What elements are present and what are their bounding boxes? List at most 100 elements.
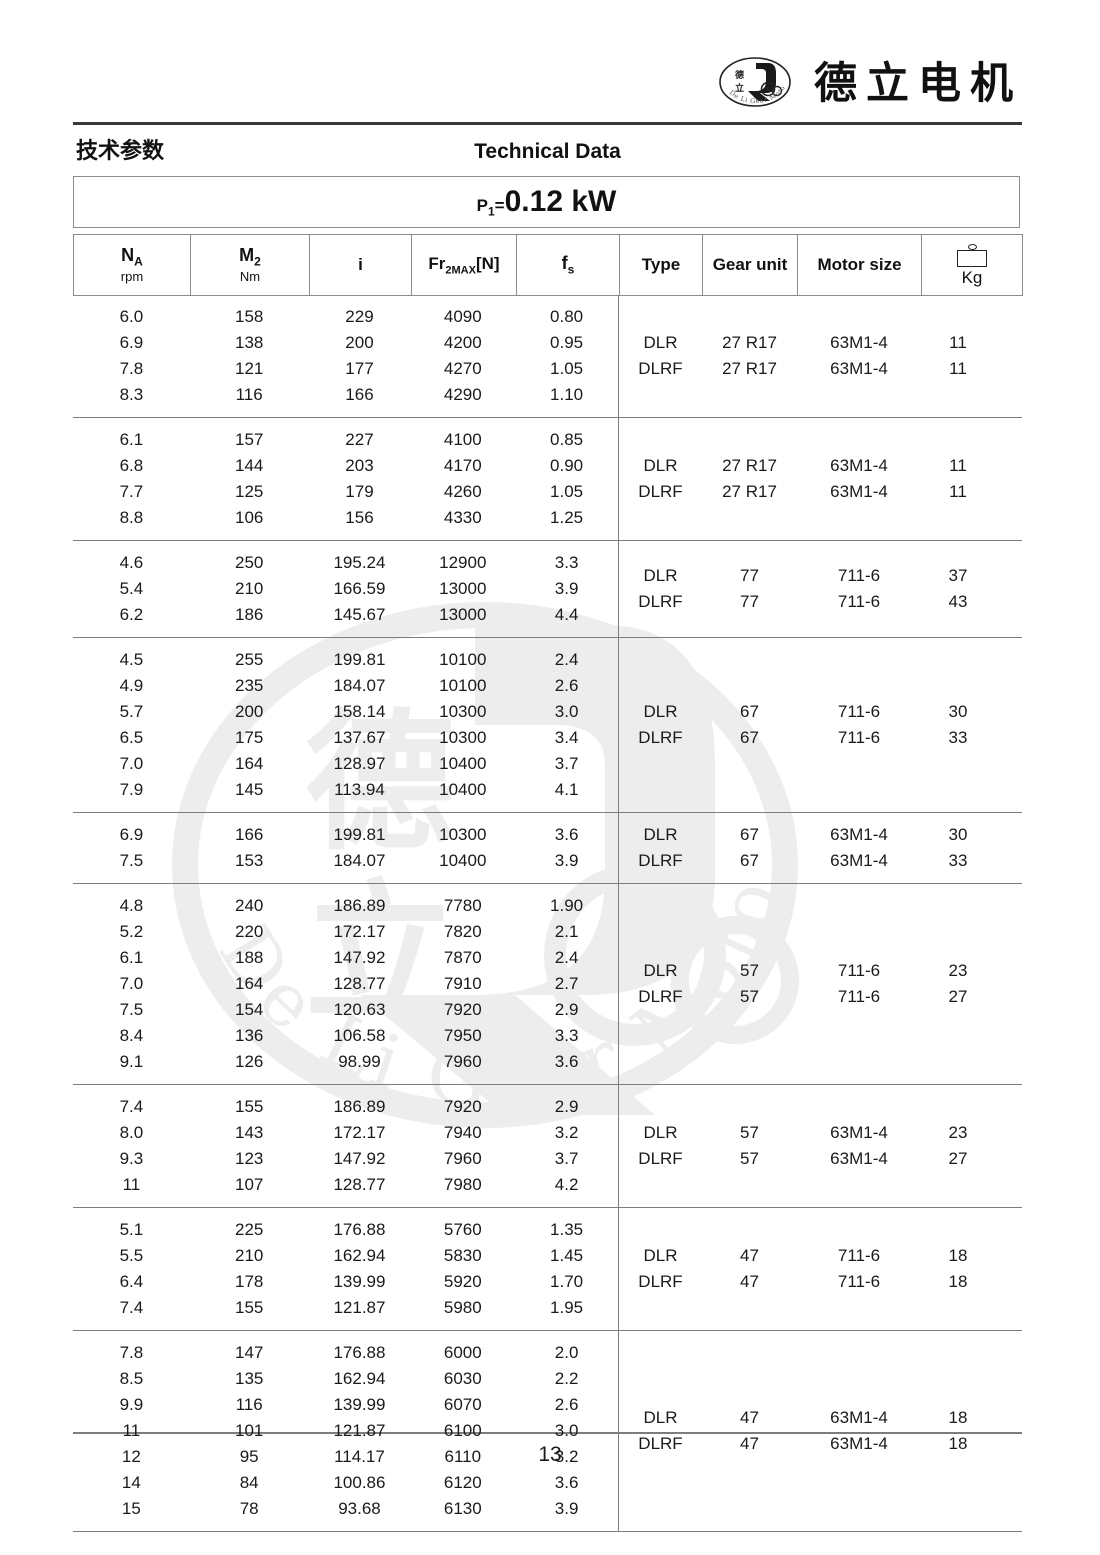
cell-m2: 210 <box>234 579 264 598</box>
cell-m2: 255 <box>234 650 264 669</box>
cell-weight: 11 <box>949 359 967 378</box>
cell-fs: 2.6 <box>554 676 579 695</box>
cell-i: 203 <box>345 456 374 475</box>
cell-fs: 2.4 <box>554 948 579 967</box>
weight-box-icon <box>957 250 987 267</box>
variant-row: DLR 77 711-6 37 <box>619 563 1022 589</box>
variant-row: DLR 27 R17 63M1-4 11 <box>619 330 1022 356</box>
table-block-inner: 6.1 157 227 4100 0.85 6.8 144 203 4170 0.90 7.7 125… <box>73 418 1022 540</box>
table-row: 5.7 200 158.14 10300 3.0 <box>73 699 618 725</box>
cell-na: 6.9 <box>119 825 144 844</box>
cell-i: 139.99 <box>333 1272 386 1291</box>
cell-m2: 155 <box>234 1298 264 1317</box>
cell-type: DLRF <box>638 1434 683 1453</box>
table-row: 7.8 147 176.88 6000 2.0 <box>73 1340 618 1366</box>
cell-fs: 1.05 <box>550 359 584 378</box>
table-row: 6.0 158 229 4090 0.80 <box>73 304 618 330</box>
cell-na: 8.8 <box>119 508 144 527</box>
cell-weight: 30 <box>948 702 968 721</box>
company-logo-icon: 德 立 De Li Gear Motor <box>718 53 792 115</box>
table-row: 8.8 106 156 4330 1.25 <box>73 505 618 531</box>
cell-fr2max: 13000 <box>439 605 487 624</box>
cell-na: 5.2 <box>119 922 144 941</box>
table-row: 7.4 155 186.89 7920 2.9 <box>73 1094 618 1120</box>
cell-i: 93.68 <box>338 1499 381 1518</box>
cell-na: 4.5 <box>119 650 144 669</box>
table-row: 5.5 210 162.94 5830 1.45 <box>73 1243 618 1269</box>
header-kg-label: Kg <box>961 268 983 287</box>
cell-fr2max: 7820 <box>443 922 482 941</box>
cell-m2: 178 <box>234 1272 264 1291</box>
cell-type: DLR <box>643 702 678 721</box>
cell-i: 172.17 <box>333 922 386 941</box>
table-block: 6.1 157 227 4100 0.85 6.8 144 203 4170 0.90 7.7 125… <box>73 418 1022 541</box>
cell-m2: 145 <box>234 780 264 799</box>
variant-group: DLR 57 63M1-4 23 DLRF 57 63M1-4 27 <box>619 1120 1022 1172</box>
cell-na: 14 <box>121 1473 141 1492</box>
cell-i: 199.81 <box>333 650 386 669</box>
cell-gear-unit: 57 <box>740 987 759 1006</box>
cell-fs: 3.6 <box>554 1052 579 1071</box>
table-header-row: NA rpm M2 Nm i Fr2MAX[N] fs <box>73 234 1023 296</box>
cell-fs: 3.7 <box>554 1149 579 1168</box>
cell-fr2max: 7950 <box>443 1026 482 1045</box>
table-block-inner: 4.6 250 195.24 12900 3.3 5.4 210 166.59 13000 3.9… <box>73 541 1022 637</box>
cell-fr2max: 12900 <box>439 553 487 572</box>
ratio-rows: 6.0 158 229 4090 0.80 6.9 138 200 4200 0.95 7.8 121… <box>73 295 619 417</box>
cell-na: 7.4 <box>119 1097 144 1116</box>
cell-i: 121.87 <box>333 1298 386 1317</box>
cell-gear-unit: 57 <box>740 1123 759 1142</box>
variant-row: DLRF 77 711-6 43 <box>619 589 1022 615</box>
cell-na: 6.1 <box>119 430 144 449</box>
cell-i: 186.89 <box>333 1097 386 1116</box>
cell-gear-unit: 67 <box>740 851 759 870</box>
variant-rows: DLR 47 63M1-4 18 DLRF 47 63M1-4 18 <box>619 1331 1022 1531</box>
weight-handle-icon <box>967 244 977 250</box>
cell-na: 6.1 <box>119 948 144 967</box>
cell-m2: 157 <box>234 430 264 449</box>
cell-i: 100.86 <box>333 1473 386 1492</box>
cell-type: DLRF <box>638 1149 683 1168</box>
variant-group: DLR 67 63M1-4 30 DLRF 67 63M1-4 33 <box>619 822 1022 874</box>
header-gear-label: Gear unit <box>712 255 788 274</box>
variant-row: DLRF 27 R17 63M1-4 11 <box>619 356 1022 382</box>
cell-m2: 135 <box>234 1369 264 1388</box>
cell-i: 120.63 <box>333 1000 386 1019</box>
cell-motor-size: 711-6 <box>837 702 881 721</box>
cell-i: 200 <box>345 333 374 352</box>
header-na: NA rpm <box>73 234 191 296</box>
cell-na: 11 <box>122 1175 141 1194</box>
cell-motor-size: 63M1-4 <box>830 1408 888 1427</box>
cell-fs: 2.9 <box>554 1000 579 1019</box>
cell-i: 128.97 <box>333 754 386 773</box>
cell-i: 176.88 <box>333 1220 386 1239</box>
cell-weight: 23 <box>948 961 968 980</box>
cell-i: 147.92 <box>333 948 386 967</box>
variant-group: DLR 57 711-6 23 DLRF 57 711-6 27 <box>619 958 1022 1010</box>
table-row: 6.9 138 200 4200 0.95 <box>73 330 618 356</box>
cell-motor-size: 711-6 <box>837 987 881 1006</box>
cell-fs: 0.95 <box>550 333 584 352</box>
table-block: 4.5 255 199.81 10100 2.4 4.9 235 184.07 10100 2.6… <box>73 638 1022 813</box>
cell-fr2max: 7910 <box>443 974 482 993</box>
cell-na: 8.0 <box>119 1123 144 1142</box>
cell-fr2max: 4290 <box>443 385 482 404</box>
table-row: 11 101 121.87 6100 3.0 <box>73 1418 618 1444</box>
cell-fr2max: 7960 <box>443 1149 482 1168</box>
cell-fr2max: 7960 <box>443 1052 482 1071</box>
cell-na: 6.8 <box>119 456 144 475</box>
cell-fr2max: 7780 <box>443 896 482 915</box>
cell-na: 12 <box>121 1447 141 1466</box>
header-divider <box>73 122 1022 125</box>
cell-fs: 3.2 <box>554 1447 579 1466</box>
cell-fs: 1.95 <box>550 1298 584 1317</box>
variant-row: DLRF 27 R17 63M1-4 11 <box>619 479 1022 505</box>
cell-motor-size: 63M1-4 <box>830 333 888 352</box>
table-row: 8.5 135 162.94 6030 2.2 <box>73 1366 618 1392</box>
header-fr2max: Fr2MAX[N] <box>411 234 517 296</box>
cell-fs: 1.90 <box>550 896 584 915</box>
cell-motor-size: 63M1-4 <box>830 1149 888 1168</box>
cell-fs: 4.4 <box>554 605 579 624</box>
page-title-en: Technical Data <box>474 140 621 163</box>
cell-na: 4.6 <box>119 553 144 572</box>
